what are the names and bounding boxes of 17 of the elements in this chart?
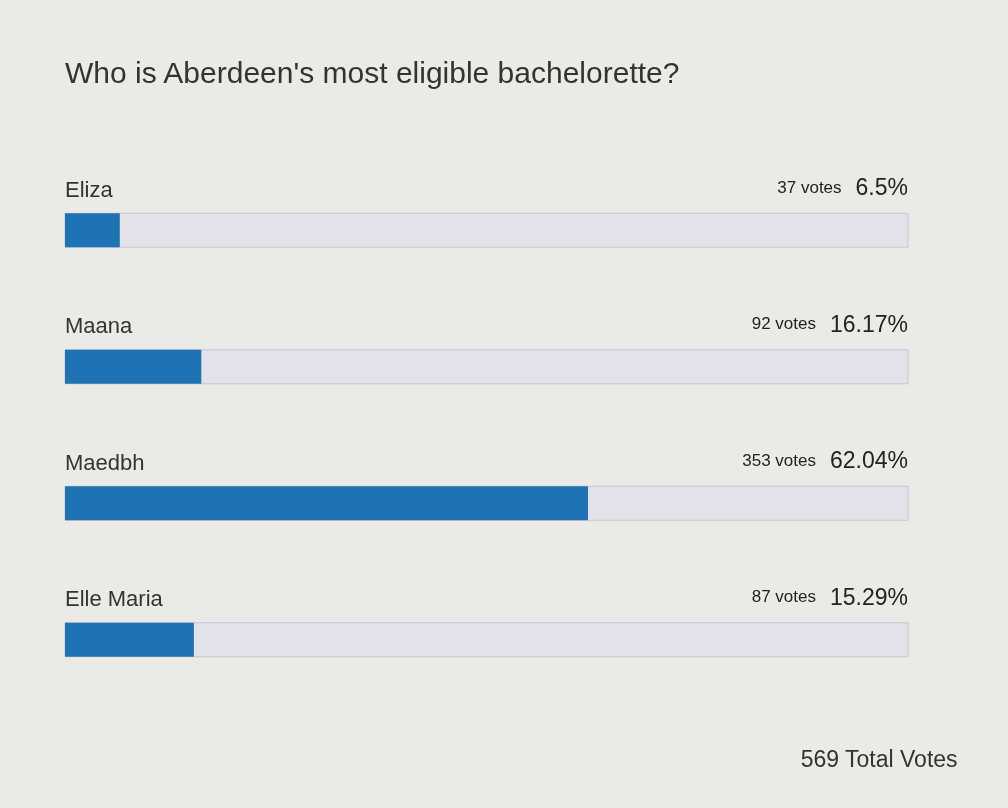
- annotation: 87 votes: [751, 587, 816, 607]
- chart-title: Who is Aberdeen's most eligible bachelorette?: [65, 55, 680, 89]
- y-tick-label: Maedbh: [65, 449, 145, 475]
- annotation: 37 votes: [777, 177, 842, 197]
- bar: [65, 213, 120, 248]
- data-label: 62.04%: [829, 447, 908, 474]
- y-tick-label: Maana: [65, 313, 134, 339]
- text: 569 Total Votes: [800, 745, 958, 772]
- y-tick-label: Eliza: [65, 176, 114, 202]
- annotation: 353 votes: [742, 450, 817, 470]
- data-label: 16.17%: [829, 310, 908, 337]
- y-tick-label: Elle Maria: [65, 586, 164, 612]
- bar: [65, 349, 202, 384]
- annotation: 92 votes: [751, 314, 816, 334]
- data-label: 6.5%: [855, 174, 908, 201]
- bar: [65, 622, 194, 657]
- data-label: 15.29%: [829, 583, 908, 610]
